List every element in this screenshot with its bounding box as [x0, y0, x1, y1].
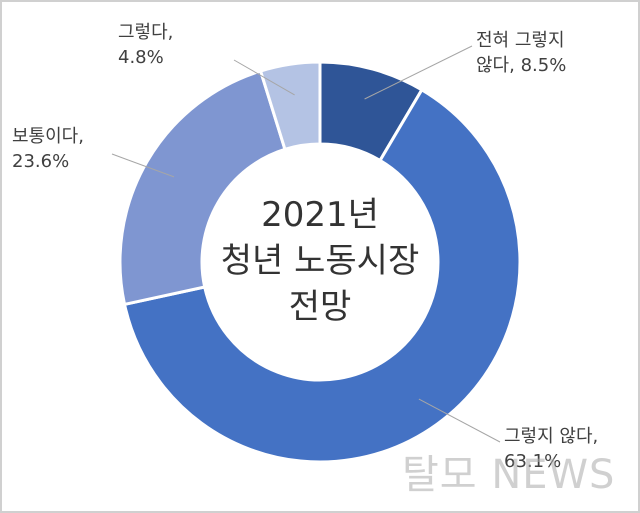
data-label-disagree: 그렇지 않다, 63.1% — [504, 426, 598, 472]
center-title-line-2: 청년 노동시장 — [221, 241, 420, 281]
leader-line-strongly-disagree — [364, 45, 473, 100]
leader-line-disagree — [418, 398, 501, 443]
center-title-line-3: 전망 — [289, 287, 352, 327]
slice-neutral — [118, 69, 287, 307]
watermark-logo: 탈모 NEWS — [402, 452, 616, 498]
data-label-agree: 그렇다, 4.8% — [118, 22, 173, 68]
leader-line-agree — [233, 59, 295, 96]
center-title-line-1: 2021년 — [261, 195, 379, 235]
data-label-neutral: 보통이다, 23.6% — [12, 126, 84, 172]
slice-disagree — [122, 87, 522, 464]
data-label-strongly-disagree: 전혀 그렇지 않다, 8.5% — [476, 30, 566, 76]
leader-line-neutral — [111, 153, 175, 178]
